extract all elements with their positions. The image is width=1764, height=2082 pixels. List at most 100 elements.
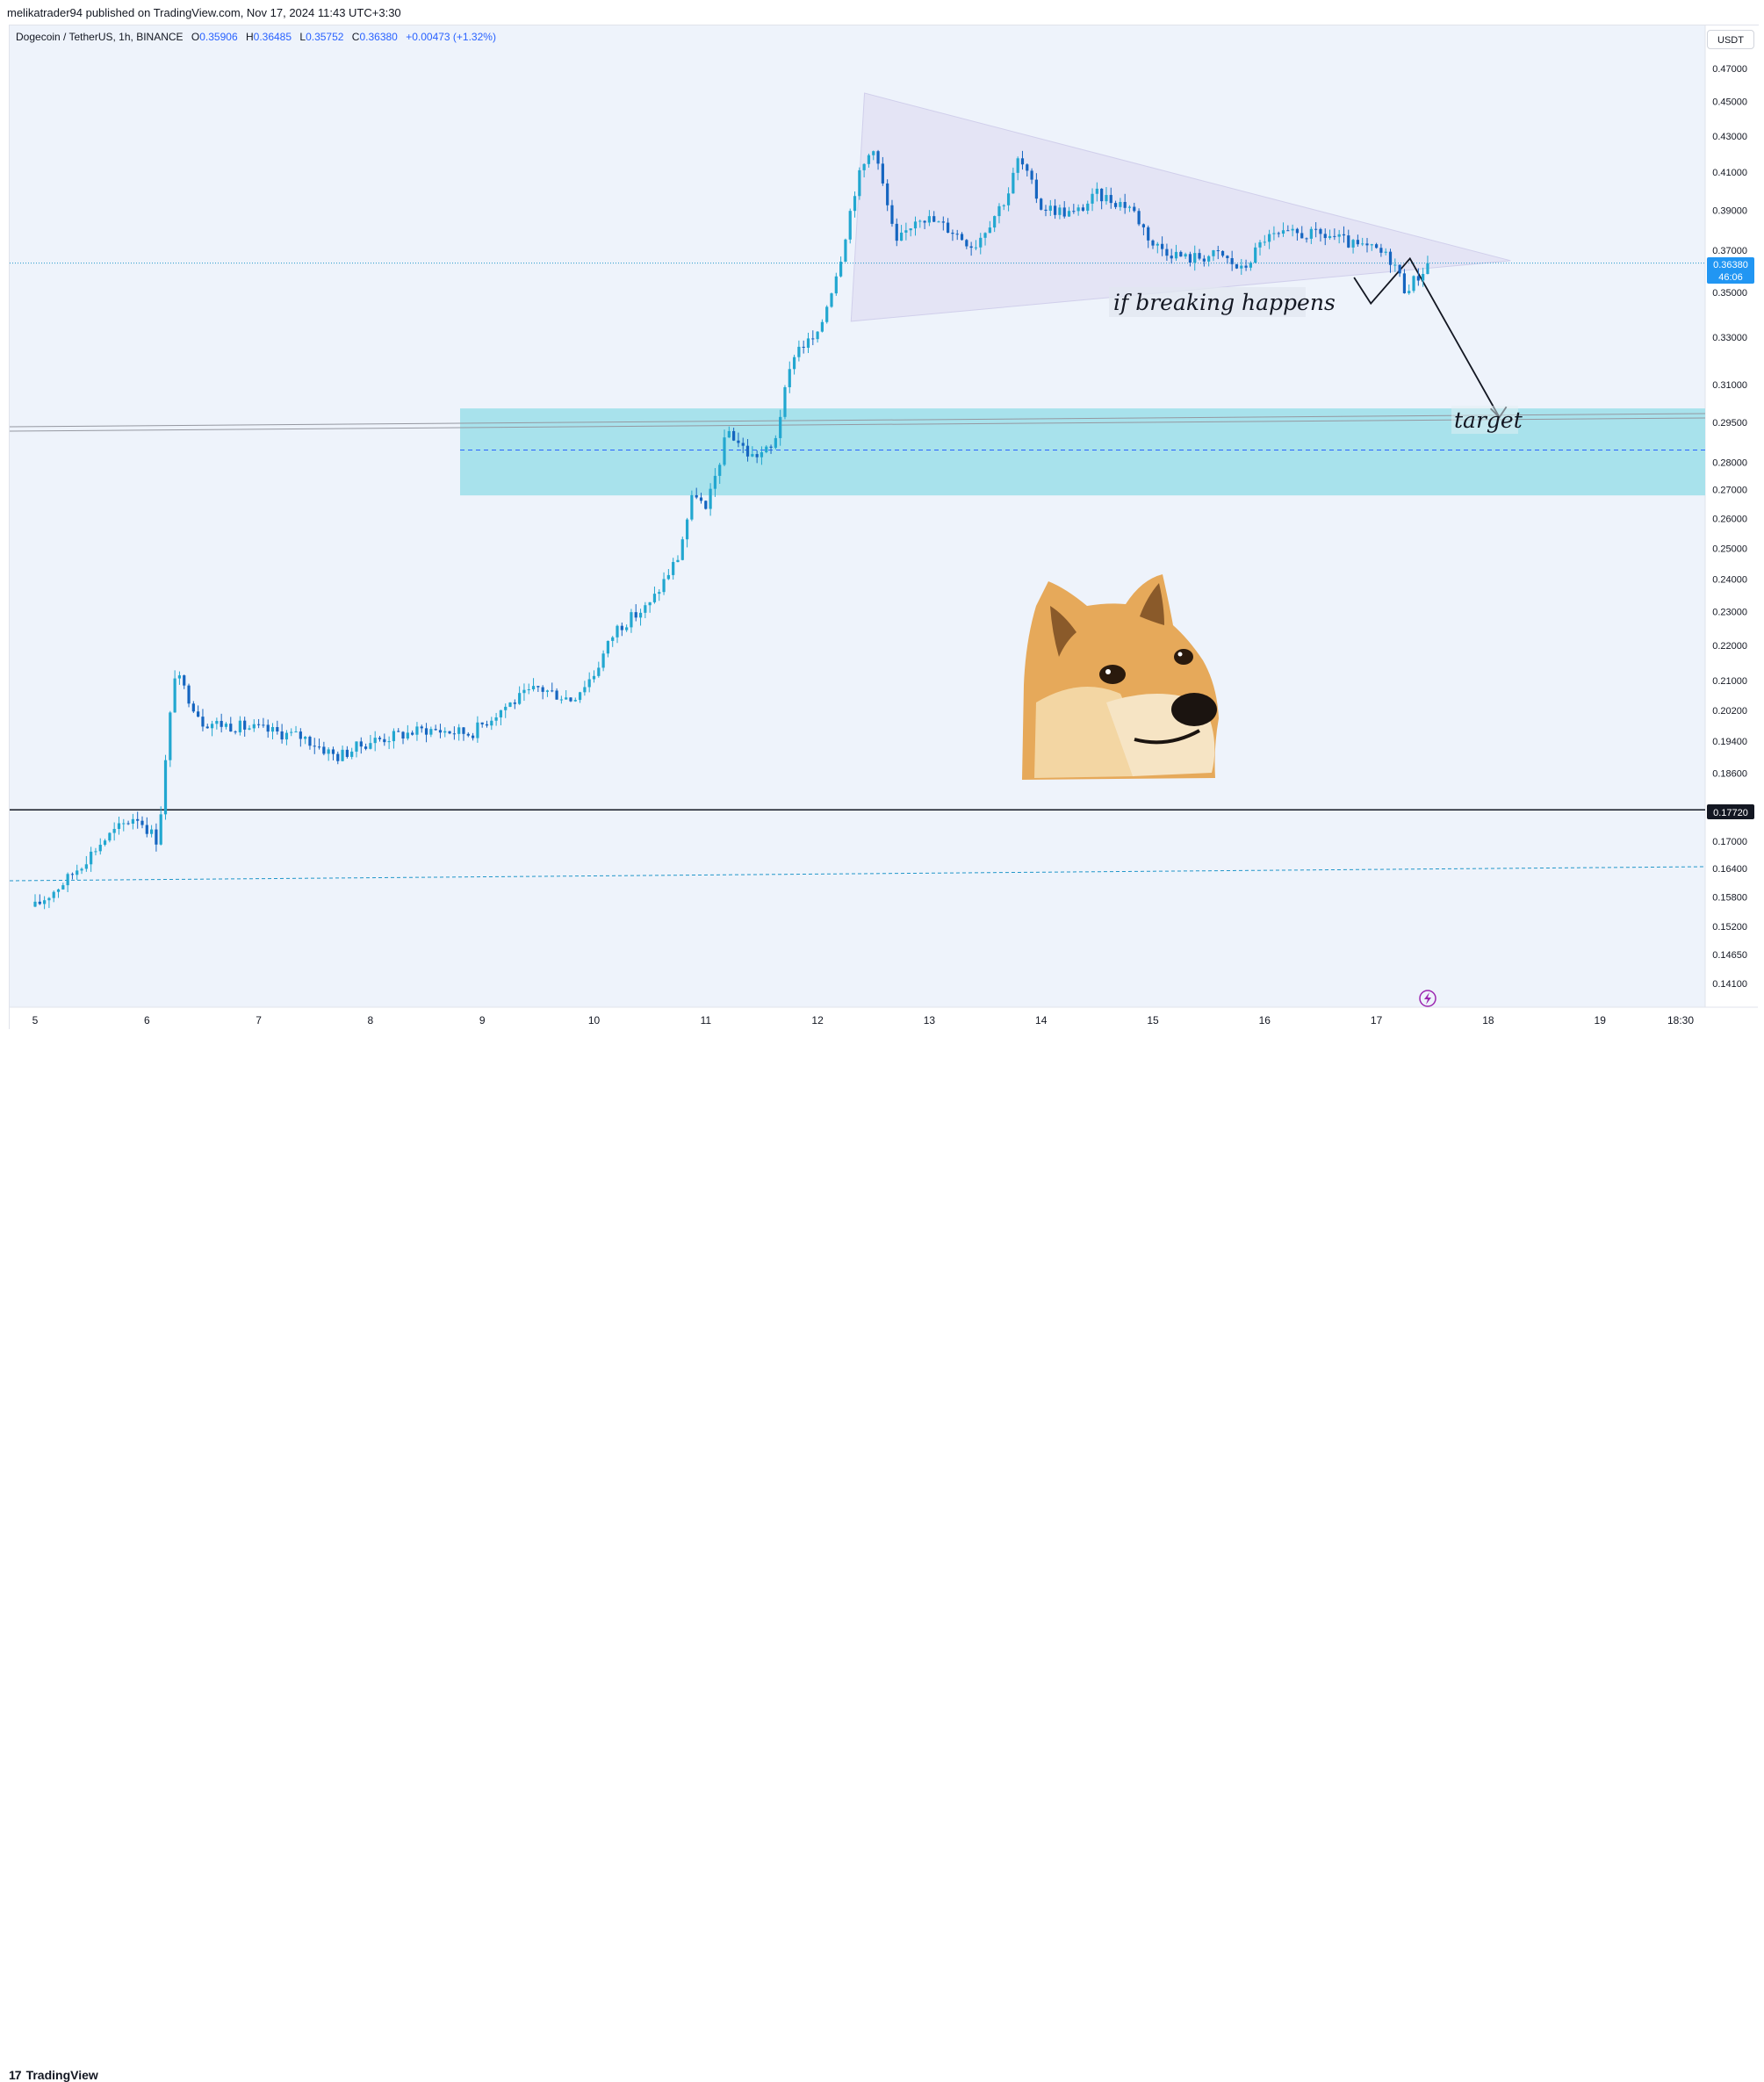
lightning-icon[interactable] <box>1419 990 1436 1007</box>
candle <box>1333 228 1336 241</box>
tradingview-mark-icon: 17 <box>9 2068 22 2082</box>
price-tick-label: 0.20200 <box>1712 706 1747 717</box>
candle <box>695 487 698 500</box>
candle <box>704 500 708 510</box>
candle <box>625 624 629 632</box>
candle <box>1072 204 1076 214</box>
candle <box>1207 255 1211 267</box>
candle <box>802 340 805 354</box>
candle <box>47 897 51 909</box>
candle <box>862 162 866 178</box>
candle <box>820 319 824 333</box>
candle <box>941 216 945 231</box>
candle <box>322 741 326 756</box>
candle <box>858 167 861 200</box>
price-tick-label: 0.14650 <box>1712 950 1747 961</box>
candle <box>252 719 256 732</box>
candle <box>1309 227 1313 244</box>
candle <box>1300 226 1304 239</box>
candle <box>1086 200 1090 214</box>
candle <box>1422 267 1425 287</box>
candle <box>508 702 512 708</box>
candle <box>937 220 940 223</box>
open-value: 0.35906 <box>199 31 238 43</box>
candle <box>1384 248 1387 256</box>
candle <box>1012 167 1015 194</box>
price-tick-label: 0.45000 <box>1712 97 1747 108</box>
candle <box>1193 245 1197 271</box>
candle <box>1212 249 1215 262</box>
candle <box>438 724 443 738</box>
horizontal-lines-layer <box>9 256 1706 882</box>
candle <box>666 569 670 580</box>
candle <box>1277 231 1280 238</box>
doge-meme-image <box>1022 574 1219 780</box>
candle <box>266 719 270 738</box>
candle <box>974 240 978 251</box>
price-tick-label: 0.18600 <box>1712 768 1747 779</box>
publish-bar: melikatrader94 published on TradingView.… <box>0 0 1764 25</box>
candle <box>284 730 289 746</box>
candle <box>224 722 228 730</box>
candle <box>350 747 354 760</box>
candle <box>480 722 484 728</box>
symbol-legend: Dogecoin / TetherUS, 1h, BINANCE O0.3590… <box>16 31 496 43</box>
candle <box>424 723 428 743</box>
tradingview-brand: TradingView <box>25 2068 98 2082</box>
candle <box>1174 244 1178 262</box>
candle <box>183 674 186 689</box>
candle <box>825 305 829 324</box>
candle <box>783 385 787 420</box>
candle <box>499 710 503 725</box>
candle <box>327 747 330 761</box>
candle <box>257 718 261 729</box>
tradingview-logo[interactable]: 17 TradingView <box>9 2068 98 2082</box>
price-chart[interactable]: if breaking happens target 0.47000 0.4500… <box>0 0 1764 1062</box>
candle <box>220 713 223 733</box>
candle <box>397 728 400 732</box>
candle <box>1328 229 1332 240</box>
publish-info: melikatrader94 published on TradingView.… <box>7 6 401 19</box>
candle <box>494 712 498 726</box>
price-tick-label: 0.23000 <box>1712 608 1747 618</box>
current-price-badge-value: 0.36380 <box>1713 260 1748 270</box>
candle <box>383 733 386 746</box>
currency-button[interactable]: USDT <box>1707 30 1754 49</box>
symbol-name[interactable]: Dogecoin / TetherUS, 1h, BINANCE <box>16 31 184 43</box>
low-value: 0.35752 <box>306 31 344 43</box>
candle <box>685 517 689 548</box>
candle <box>765 444 768 454</box>
candle <box>238 716 241 736</box>
candle <box>630 609 633 633</box>
candle <box>66 872 69 892</box>
candle <box>387 736 391 750</box>
candle <box>587 672 591 693</box>
price-tick-label: 0.26000 <box>1712 514 1747 524</box>
candle <box>392 728 396 749</box>
candle <box>1319 227 1322 242</box>
candle <box>816 331 819 343</box>
candle <box>797 340 801 362</box>
price-tick-label: 0.35000 <box>1712 288 1747 299</box>
candle <box>1147 225 1150 249</box>
candle <box>262 717 265 728</box>
candle <box>597 661 601 678</box>
candle <box>844 238 847 263</box>
candle <box>355 741 358 758</box>
candle <box>1100 188 1104 210</box>
price-tick-label: 0.16400 <box>1712 864 1747 875</box>
candle <box>513 699 516 710</box>
candle <box>43 896 47 910</box>
candle <box>979 233 983 255</box>
candle <box>960 232 964 241</box>
candle <box>713 468 717 497</box>
candle <box>159 806 162 846</box>
candles-layer <box>33 149 1429 910</box>
candle <box>169 710 172 767</box>
candle <box>1044 205 1048 217</box>
candle <box>313 738 316 754</box>
candle <box>1030 168 1033 184</box>
candle <box>672 558 675 580</box>
candle <box>476 716 479 743</box>
time-tick-label: 15 <box>1147 1014 1159 1027</box>
